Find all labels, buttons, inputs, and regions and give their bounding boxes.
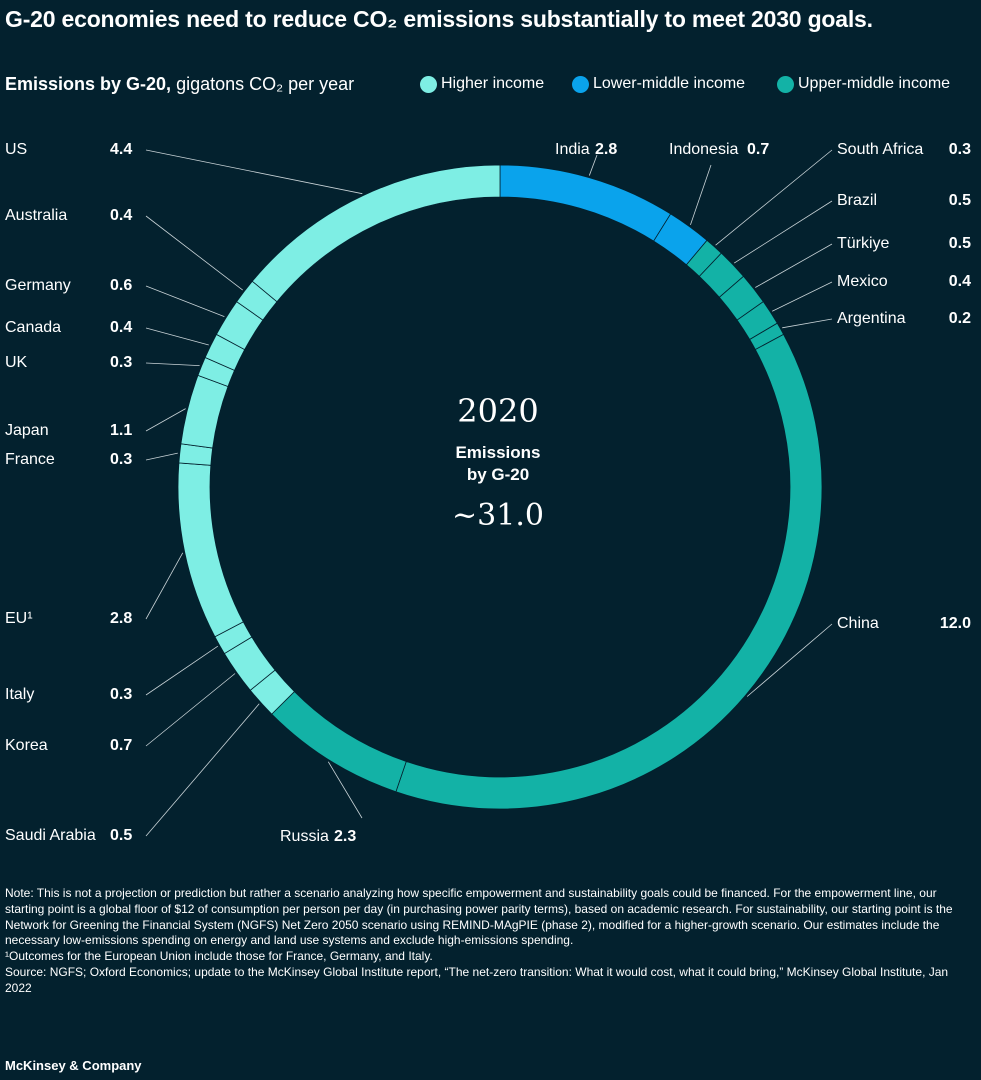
legend-swatch-lower-middle-income [572,75,589,93]
label-us: US [5,141,28,158]
label-eu: EU¹ [5,610,33,627]
leader-line-germany [145,285,225,318]
leader-line-canada [145,327,209,346]
legend-swatch-upper-middle-income [777,75,794,93]
leader-line-saudi-arabia [145,703,260,837]
value-germany: 0.6 [110,277,133,294]
value-t-rkiye: 0.5 [948,235,971,252]
label-indonesia: Indonesia [669,141,739,158]
center-label-line1: Emissions [455,443,541,462]
legend-item-lower-middle-income: Lower-middle income [572,75,745,93]
label-south-africa: South Africa [837,141,924,158]
value-france: 0.3 [110,451,133,468]
center-label-line2: by G-20 [466,465,530,484]
center-year: 2020 [457,392,539,430]
leader-line-australia [145,215,243,291]
chart-subtitle: Emissions by G-20, gigatons CO₂ per year [5,74,354,95]
label-india: India [555,141,590,158]
value-korea: 0.7 [110,737,133,754]
donut-chart [145,149,833,837]
leader-line-france [145,452,178,461]
label-argentina: Argentina [837,310,906,327]
brand-logo-text: McKinsey & Company [5,1058,142,1073]
legend-label-upper-middle-income: Upper-middle income [798,75,951,92]
label-saudi-arabia: Saudi Arabia [5,827,96,844]
leader-line-us [145,149,363,195]
value-eu: 2.8 [110,610,133,627]
value-australia: 0.4 [110,207,133,224]
center-total: ~31.0 [452,498,544,533]
leader-line-russia [327,761,363,819]
leader-line-india [588,154,598,176]
legend-label-higher-income: Higher income [441,75,545,92]
value-indonesia: 0.7 [747,141,770,158]
legend-item-upper-middle-income: Upper-middle income [777,75,950,93]
leader-line-argentina [782,318,833,329]
label-germany: Germany [5,277,71,294]
leader-line-south-africa [715,149,833,246]
label-korea: Korea [5,737,48,754]
note-text: Note: This is not a projection or predic… [5,886,953,948]
segment-russia [271,690,407,793]
segment-india [499,164,672,242]
label-canada: Canada [5,319,62,336]
label-mexico: Mexico [837,273,888,290]
value-india: 2.8 [595,141,618,158]
segment-eu [177,462,244,638]
chart-title: G-20 economies need to reduce CO₂ emissi… [5,6,873,32]
value-uk: 0.3 [110,354,133,371]
leader-line-japan [145,408,186,432]
value-japan: 1.1 [110,422,133,439]
center-label: Emissions by G-20 [398,442,598,486]
label-australia: Australia [5,207,68,224]
value-us: 4.4 [110,141,133,158]
value-south-africa: 0.3 [948,141,971,158]
source-text: Source: NGFS; Oxford Economics; update t… [5,964,949,995]
segment-us [251,164,501,303]
value-russia: 2.3 [334,828,357,845]
value-canada: 0.4 [110,319,133,336]
value-saudi-arabia: 0.5 [110,827,133,844]
label-uk: UK [5,354,28,371]
subtitle-bold: Emissions by G-20, [5,74,172,94]
value-brazil: 0.5 [948,192,971,209]
leader-line-china [746,623,833,697]
segment-japan [180,374,229,449]
label-japan: Japan [5,422,49,439]
value-mexico: 0.4 [948,273,971,290]
legend-swatch-higher-income [420,75,437,93]
label-china: China [837,615,879,632]
leader-line-italy [145,645,219,696]
leader-line-mexico [771,281,833,312]
label-brazil: Brazil [837,192,878,209]
footnote-text: ¹Outcomes for the European Union include… [5,949,433,964]
leader-line-eu [145,552,184,620]
label-t-rkiye: Türkiye [837,235,890,252]
leader-line-indonesia [690,164,712,226]
value-china: 12.0 [939,615,971,632]
legend-label-lower-middle-income: Lower-middle income [593,75,746,92]
notes: Note: This is not a projection or predic… [5,886,965,997]
leader-line-t-rkiye [755,243,833,288]
leader-line-brazil [733,200,833,264]
leader-line-uk [145,362,200,367]
value-argentina: 0.2 [948,310,971,327]
subtitle-unit: gigatons CO₂ per year [171,74,355,94]
legend-item-higher-income: Higher income [420,75,544,93]
label-italy: Italy [5,686,35,703]
leader-line-korea [145,673,236,747]
label-russia: Russia [280,828,329,845]
label-france: France [5,451,55,468]
value-italy: 0.3 [110,686,133,703]
